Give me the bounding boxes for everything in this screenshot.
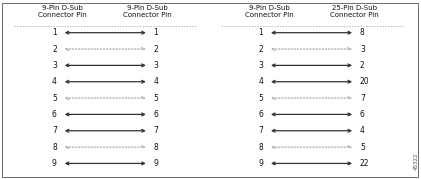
- Text: 9-Pin D-Sub
Connector Pin: 9-Pin D-Sub Connector Pin: [38, 5, 87, 18]
- Text: 25-Pin D-Sub
Connector Pin: 25-Pin D-Sub Connector Pin: [330, 5, 378, 18]
- Text: 9-Pin D-Sub
Connector Pin: 9-Pin D-Sub Connector Pin: [123, 5, 172, 18]
- Text: 3: 3: [154, 61, 159, 70]
- Text: 3: 3: [360, 45, 365, 54]
- Text: 6: 6: [52, 110, 57, 119]
- Text: 3: 3: [52, 61, 57, 70]
- Text: 5: 5: [258, 94, 263, 103]
- Text: 4: 4: [258, 77, 263, 86]
- Text: 8: 8: [360, 28, 365, 37]
- Text: 2: 2: [360, 61, 365, 70]
- Text: 6: 6: [360, 110, 365, 119]
- Text: 9: 9: [52, 159, 57, 168]
- Text: 45322: 45322: [414, 153, 419, 170]
- Text: 8: 8: [258, 143, 263, 152]
- Text: 9: 9: [154, 159, 159, 168]
- Text: 9-Pin D-Sub
Connector Pin: 9-Pin D-Sub Connector Pin: [245, 5, 293, 18]
- Text: 1: 1: [52, 28, 57, 37]
- Text: 1: 1: [258, 28, 263, 37]
- Text: 5: 5: [360, 143, 365, 152]
- Text: 3: 3: [258, 61, 263, 70]
- Text: 9: 9: [258, 159, 263, 168]
- Text: 20: 20: [360, 77, 370, 86]
- Text: 7: 7: [154, 126, 159, 135]
- Text: 8: 8: [52, 143, 57, 152]
- Text: 5: 5: [154, 94, 159, 103]
- Text: 4: 4: [52, 77, 57, 86]
- Text: 2: 2: [154, 45, 158, 54]
- Text: 4: 4: [360, 126, 365, 135]
- Text: 2: 2: [258, 45, 263, 54]
- Text: 6: 6: [154, 110, 159, 119]
- Text: 8: 8: [154, 143, 158, 152]
- Text: 5: 5: [52, 94, 57, 103]
- Text: 7: 7: [258, 126, 263, 135]
- Text: 7: 7: [360, 94, 365, 103]
- Text: 2: 2: [52, 45, 57, 54]
- Text: 7: 7: [52, 126, 57, 135]
- Text: 22: 22: [360, 159, 370, 168]
- Text: 1: 1: [154, 28, 158, 37]
- Text: 4: 4: [154, 77, 159, 86]
- Text: 6: 6: [258, 110, 263, 119]
